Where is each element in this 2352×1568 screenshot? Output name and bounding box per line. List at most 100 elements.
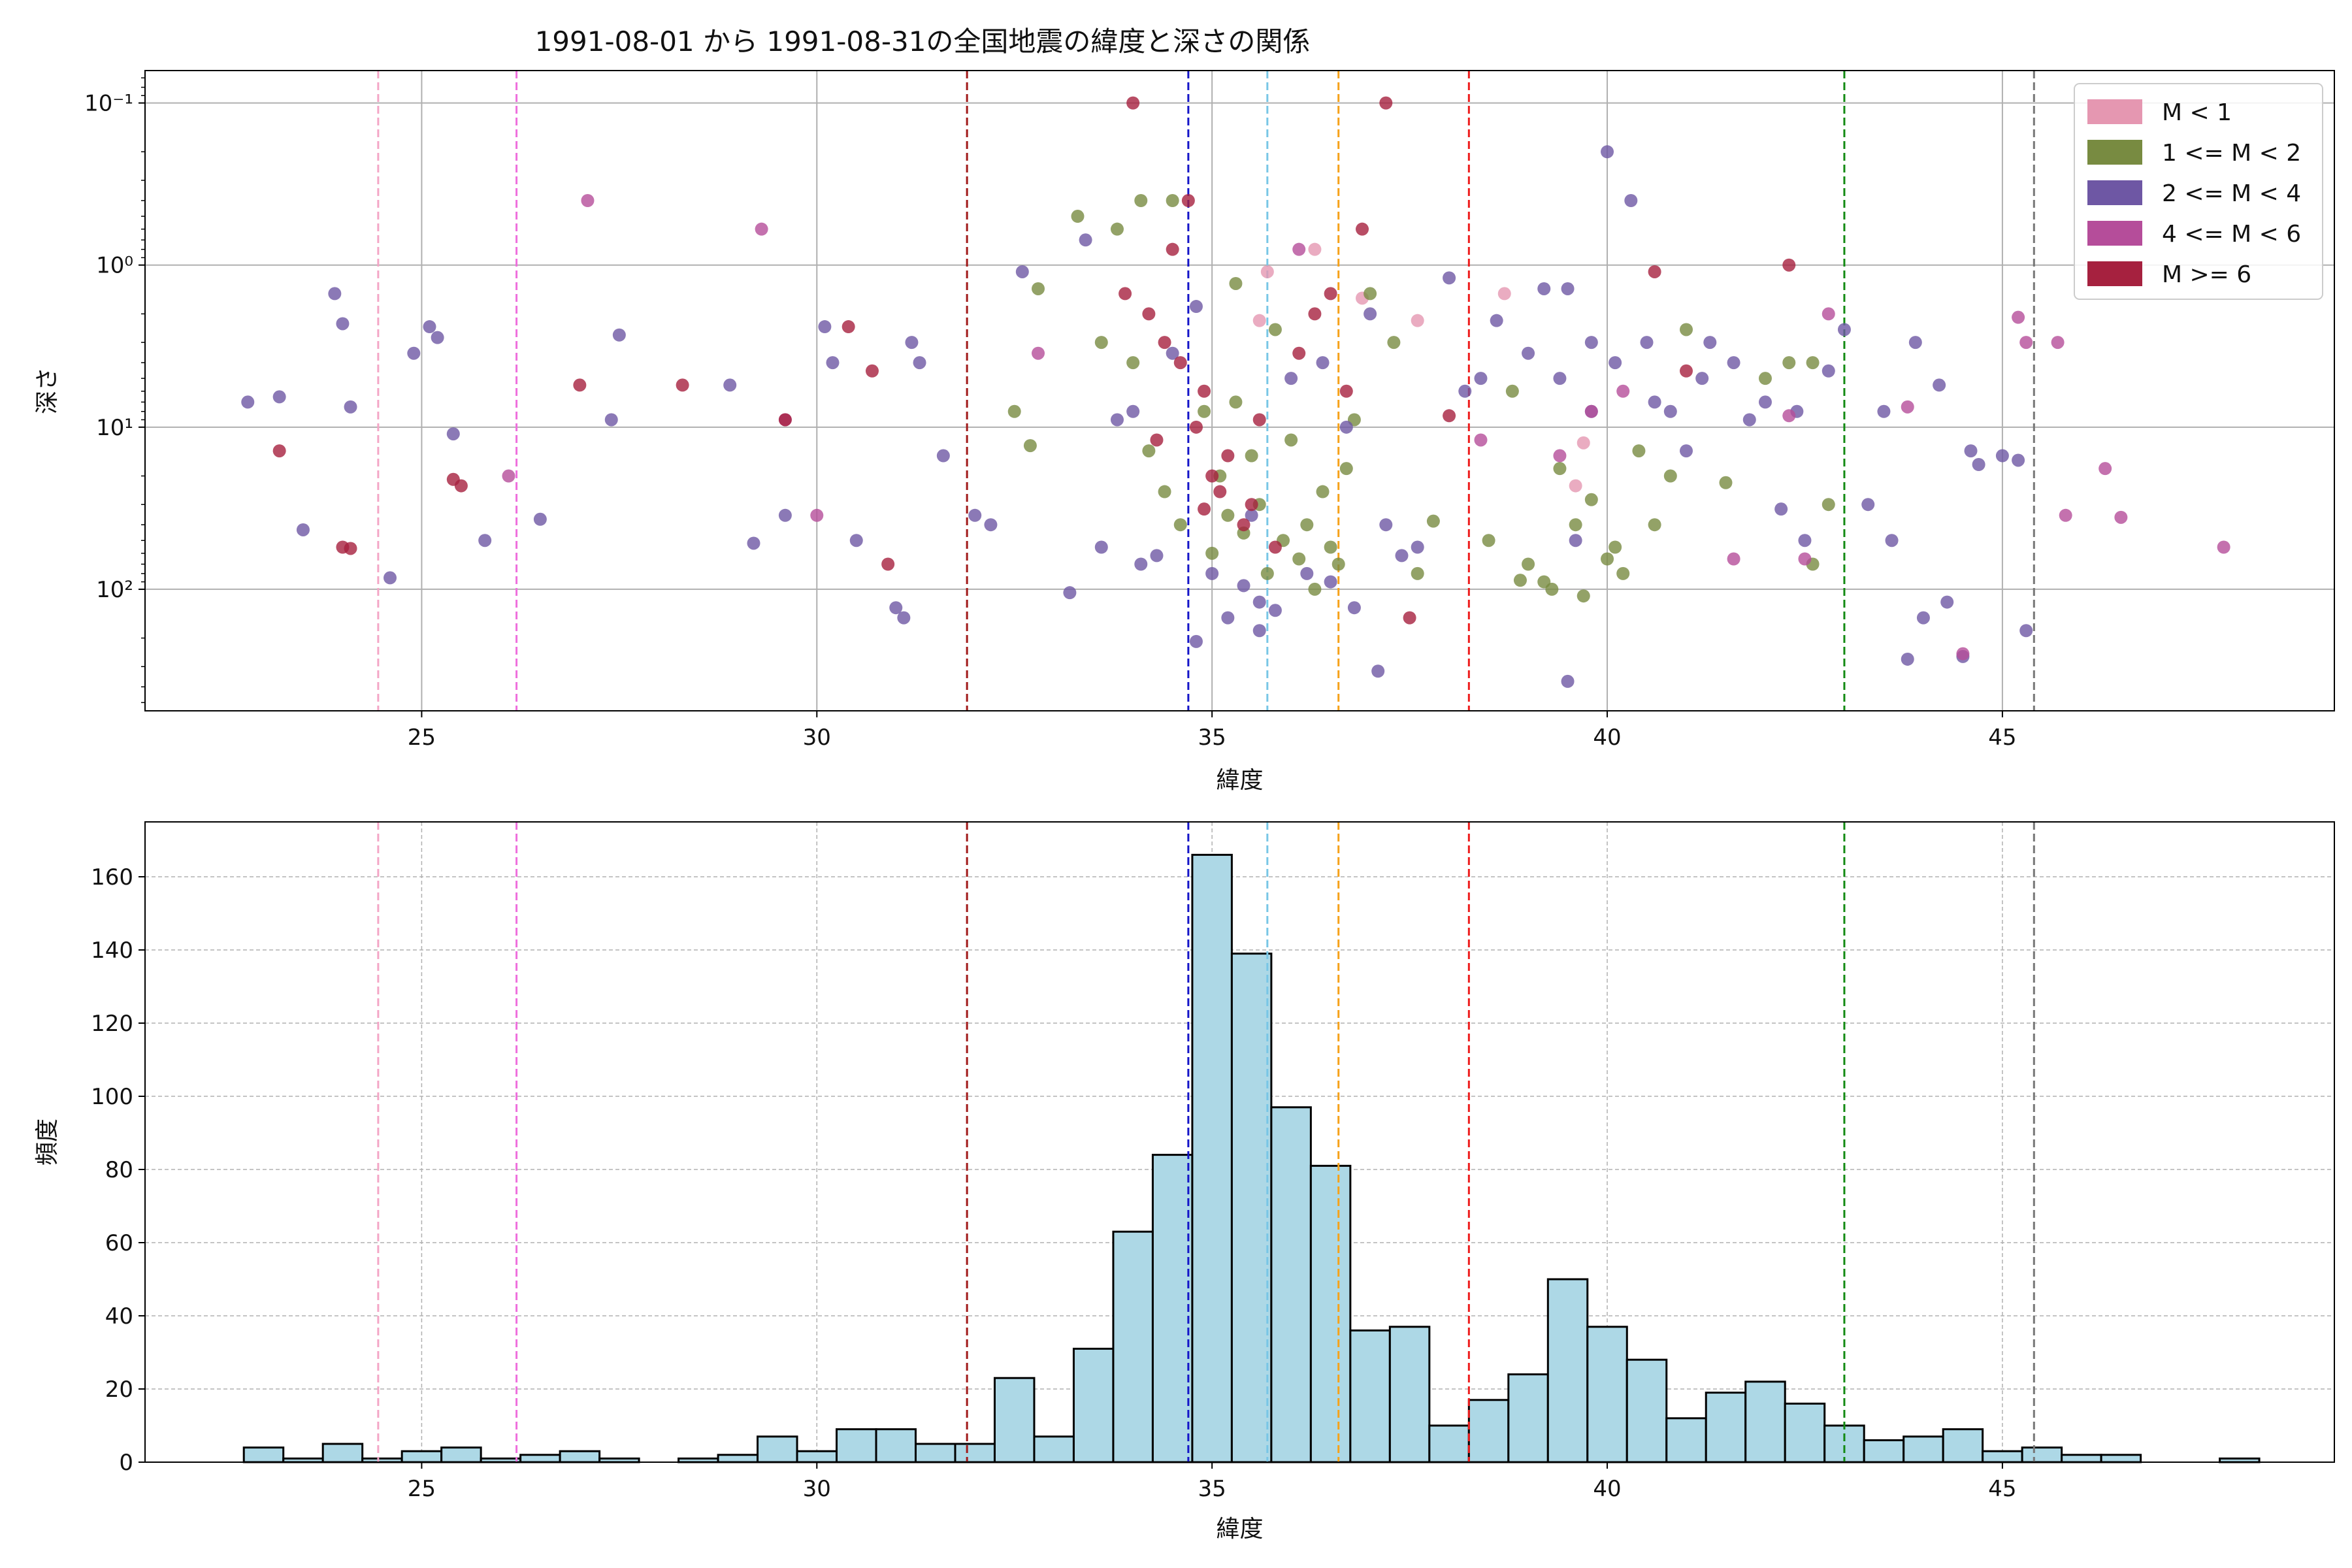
- scatter-point: [778, 508, 792, 522]
- scatter-point: [1245, 498, 1258, 512]
- scatter-point: [272, 390, 286, 404]
- scatter-point: [1411, 540, 1424, 554]
- histogram-x-label: 緯度: [1216, 1516, 1263, 1543]
- scatter-point: [1094, 540, 1108, 554]
- legend-label: 4 <= M < 6: [2162, 221, 2301, 248]
- histogram-bar: [1665, 1417, 1707, 1463]
- scatter-point: [1632, 444, 1646, 458]
- scatter-point: [1284, 433, 1298, 447]
- scatter-point: [755, 222, 768, 236]
- scatter-point: [1553, 462, 1567, 476]
- scatter-point: [1933, 378, 1946, 392]
- histogram-panel: 25 30 35 40 45 0 20 40 60 80 100 120 140 160 緯度 頻度: [34, 821, 2335, 1543]
- scatter-point: [241, 395, 255, 409]
- scatter-point: [1995, 449, 2009, 463]
- histogram-bar: [1744, 1380, 1786, 1463]
- histogram-x-tick-label: 45: [1988, 1476, 2016, 1502]
- histogram-bar: [1705, 1392, 1747, 1463]
- scatter-point: [1569, 518, 1582, 532]
- scatter-point: [1237, 518, 1250, 532]
- scatter-point: [1782, 258, 1796, 272]
- chart-title: 1991-08-01 から 1991-08-31の全国地震の緯度と深さの関係: [535, 25, 1311, 57]
- histogram-bar: [1033, 1435, 1075, 1463]
- histogram-y-tick-label: 140: [91, 938, 133, 964]
- scatter-point: [1758, 372, 1772, 385]
- scatter-point: [1474, 433, 1488, 447]
- scatter-point: [1189, 300, 1203, 314]
- scatter-y-tick-label: 10⁰: [96, 253, 133, 279]
- scatter-series: [272, 96, 1796, 625]
- scatter-point: [1094, 336, 1108, 350]
- histogram-bar: [1507, 1373, 1549, 1463]
- scatter-point: [1221, 449, 1235, 463]
- histogram-bar: [1942, 1428, 1984, 1463]
- histogram-bar: [2021, 1446, 2063, 1463]
- scatter-point: [1110, 222, 1124, 236]
- scatter-point: [1727, 552, 1740, 566]
- scatter-x-tick-label: 30: [803, 725, 831, 751]
- scatter-point: [1284, 372, 1298, 385]
- scatter-point: [1023, 439, 1037, 453]
- scatter-point: [1173, 356, 1187, 370]
- scatter-point: [1703, 336, 1717, 350]
- scatter-point: [1339, 462, 1353, 476]
- scatter-point: [810, 508, 824, 522]
- scatter-point: [384, 571, 397, 585]
- scatter-point: [984, 518, 998, 532]
- scatter-point: [1837, 323, 1851, 336]
- scatter-y-tick-label: 10²: [96, 577, 133, 603]
- histogram-bar: [1309, 1164, 1352, 1463]
- scatter-point: [2019, 624, 2033, 638]
- scatter-x-tick-label: 40: [1593, 725, 1621, 751]
- scatter-point: [1308, 242, 1322, 256]
- scatter-x-tick-label: 45: [1988, 725, 2016, 751]
- scatter-point: [1616, 566, 1630, 580]
- scatter-point: [1426, 514, 1440, 528]
- scatter-point: [296, 523, 310, 536]
- histogram-ticks: 25 30 35 40 45 0 20 40 60 80 100 120 140 160: [91, 864, 2016, 1502]
- scatter-point: [1545, 582, 1559, 596]
- scatter-point: [2012, 453, 2025, 467]
- scatter-point: [407, 346, 421, 360]
- scatter-point: [913, 356, 926, 370]
- scatter-point: [2099, 462, 2112, 476]
- scatter-point: [1245, 508, 1258, 522]
- scatter-point: [1331, 557, 1345, 571]
- scatter-point: [1497, 287, 1511, 301]
- scatter-point: [826, 356, 840, 370]
- scatter-point: [1268, 323, 1282, 336]
- histogram-bar: [1151, 1154, 1194, 1463]
- histogram-bar: [1546, 1278, 1589, 1463]
- scatter-point: [818, 320, 832, 334]
- scatter-point: [1260, 265, 1274, 278]
- histogram-y-tick-label: 60: [105, 1230, 133, 1256]
- scatter-point: [1727, 356, 1740, 370]
- scatter-point: [446, 427, 460, 441]
- scatter-point: [1624, 193, 1638, 207]
- scatter-point: [2051, 336, 2065, 350]
- scatter-point: [423, 320, 436, 334]
- scatter-point: [1821, 307, 1835, 321]
- scatter-point: [1490, 314, 1503, 327]
- scatter-x-label: 緯度: [1216, 767, 1263, 794]
- histogram-bar: [1903, 1435, 1944, 1463]
- scatter-point: [1387, 336, 1401, 350]
- scatter-axes-frame: [144, 70, 2335, 711]
- histogram-bar: [1863, 1439, 1905, 1463]
- scatter-point: [1166, 242, 1179, 256]
- scatter-point: [1300, 566, 1314, 580]
- scatter-point: [1569, 534, 1582, 547]
- scatter-point: [2114, 510, 2128, 524]
- legend-label: M < 1: [2162, 99, 2232, 126]
- scatter-point: [1972, 457, 1985, 471]
- scatter-point: [2019, 336, 2033, 350]
- histogram-bar: [1230, 953, 1273, 1463]
- histogram-x-tick-label: 35: [1198, 1476, 1226, 1502]
- scatter-point: [1339, 420, 1353, 434]
- legend-label: 1 <= M < 2: [2162, 140, 2301, 167]
- scatter-point: [1292, 346, 1306, 360]
- scatter-point: [1663, 469, 1677, 483]
- scatter-point: [1821, 364, 1835, 378]
- scatter-point: [1198, 384, 1211, 398]
- histogram-bar: [1191, 853, 1233, 1463]
